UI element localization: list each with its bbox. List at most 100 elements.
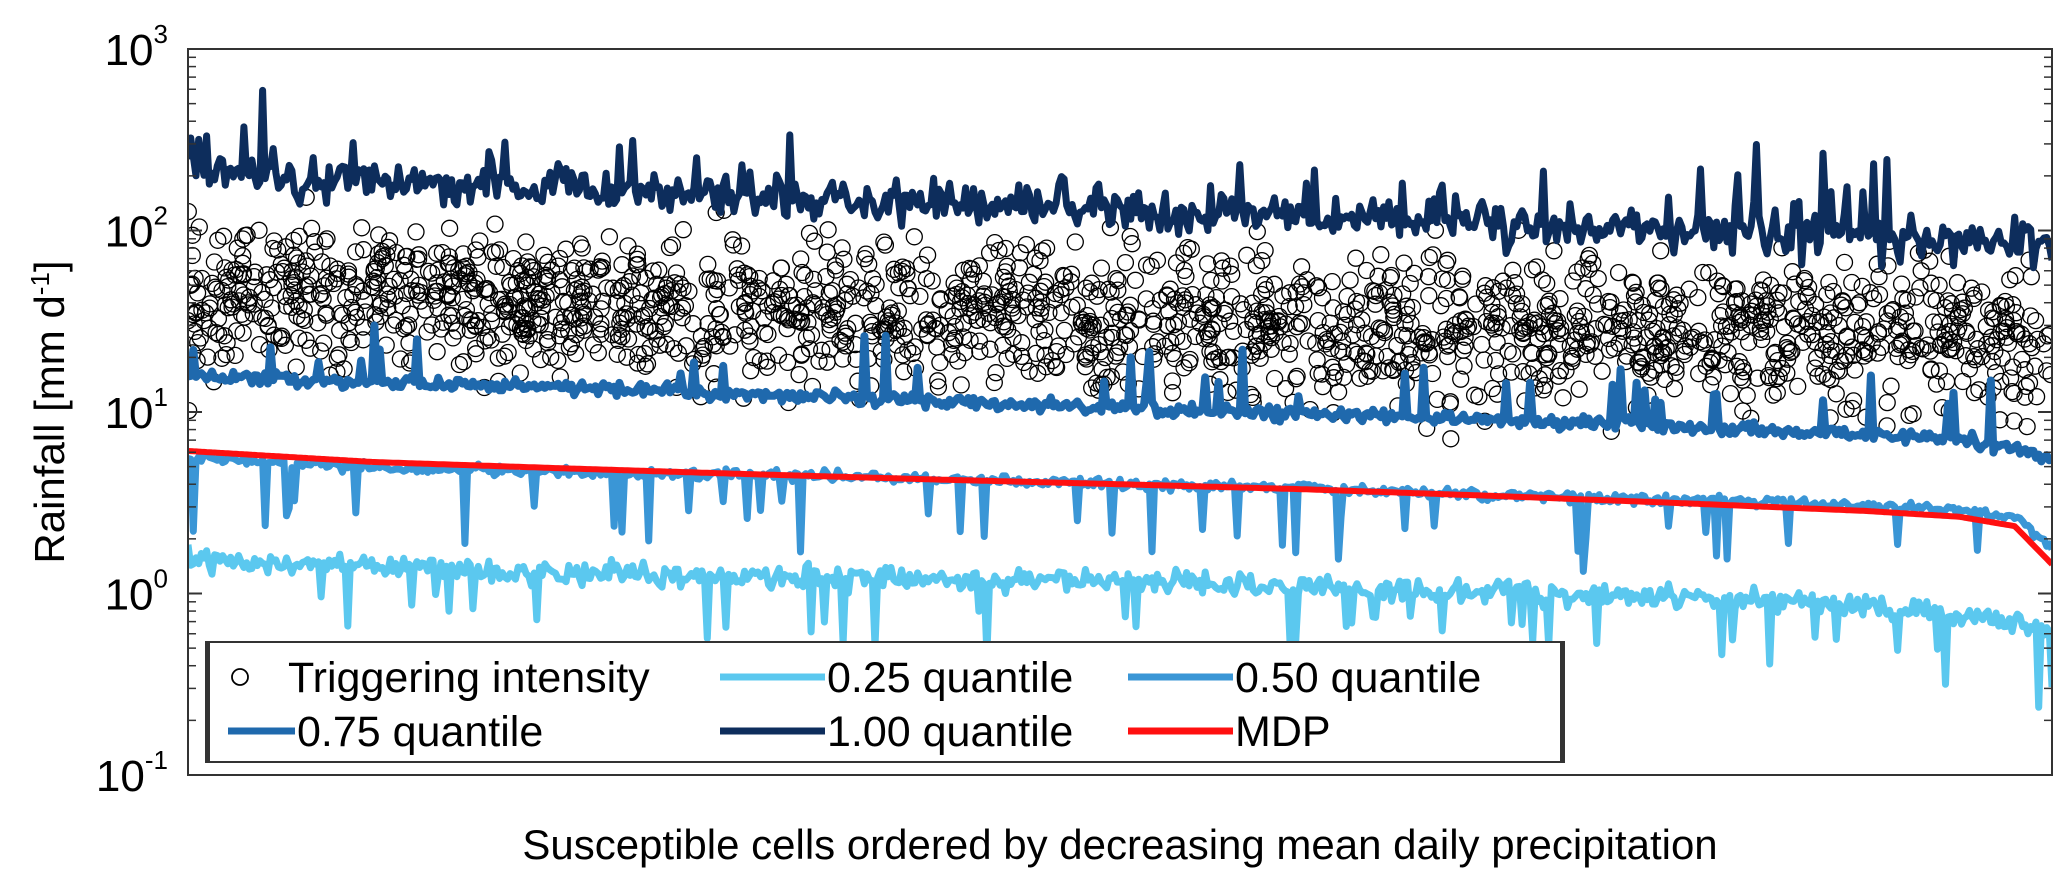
scatter-point (1706, 331, 1724, 349)
scatter-point (1828, 361, 1846, 380)
scatter-point (310, 286, 329, 304)
scatter-point (476, 332, 494, 350)
scatter-point (1965, 289, 1983, 308)
scatter-point (1027, 344, 1045, 363)
scatter-point (1887, 339, 1905, 358)
legend-label-mdp: MDP (1235, 708, 1331, 756)
scatter-point (671, 275, 689, 293)
scatter-point (1292, 258, 1311, 276)
scatter-point (946, 329, 964, 347)
legend-left-edge (206, 642, 210, 762)
scatter-point (1966, 351, 1984, 369)
scatter-point (1869, 325, 1888, 343)
scatter-point (1878, 312, 1897, 330)
scatter-point (895, 363, 913, 381)
scatter-point (1293, 315, 1311, 333)
scatter-point (1313, 289, 1332, 307)
scatter-point (1949, 308, 1967, 327)
scatter-point (1564, 272, 1582, 290)
scatter-point (1660, 316, 1678, 334)
scatter-point (1437, 320, 1455, 338)
scatter-point (365, 260, 383, 279)
scatter-point (486, 215, 504, 233)
scatter-point (188, 322, 204, 341)
scatter-point (946, 317, 964, 336)
scatter-point (1690, 322, 1708, 340)
scatter-point (418, 323, 436, 341)
scatter-point (302, 267, 320, 285)
scatter-point (376, 257, 394, 275)
scatter-point (867, 297, 885, 315)
scatter-point (542, 348, 560, 366)
scatter-point (970, 292, 988, 310)
scatter-point (875, 233, 893, 251)
scatter-point (1646, 337, 1664, 355)
scatter-point (790, 365, 808, 384)
scatter-point (1224, 322, 1243, 340)
scatter-point (1357, 261, 1376, 280)
scatter-point (1843, 273, 1861, 292)
scatter-point (694, 340, 712, 358)
scatter-point (1424, 246, 1442, 264)
scatter-point (1137, 290, 1155, 308)
scatter-point (1735, 362, 1753, 381)
scatter-point (1195, 329, 1213, 348)
scatter-point (1633, 358, 1651, 376)
scatter-point (1446, 316, 1464, 334)
scatter-point (624, 306, 642, 324)
scatter-point (1541, 324, 1559, 342)
scatter-point (1572, 324, 1591, 342)
scatter-point (306, 243, 324, 261)
scatter-point (1733, 292, 1751, 310)
scatter-point (1280, 297, 1298, 316)
scatter-point (1538, 274, 1556, 293)
scatter-point (188, 275, 201, 293)
scatter-point (1385, 305, 1403, 323)
scatter-point (1930, 362, 1949, 380)
scatter-point (899, 279, 917, 298)
scatter-point (708, 280, 726, 299)
scatter-point (1148, 251, 1167, 269)
scatter-point (1078, 350, 1096, 368)
scatter-point (347, 243, 365, 261)
legend-right-edge (1560, 642, 1564, 762)
scatter-point (226, 346, 244, 365)
legend-label-triggering-intensity: Triggering intensity (288, 654, 650, 702)
scatter-point (1535, 346, 1554, 364)
scatter-point (759, 325, 777, 344)
scatter-point (188, 315, 203, 333)
scatter-point (1004, 345, 1023, 364)
scatter-point (188, 276, 200, 294)
scatter-point (1655, 344, 1673, 362)
scatter-point (1487, 314, 1505, 333)
scatter-point (629, 345, 647, 364)
scatter-point (806, 282, 825, 300)
scatter-point (1347, 249, 1365, 267)
scatter-point (974, 287, 993, 305)
scatter-point (1256, 241, 1274, 260)
scatter-point (802, 326, 821, 344)
scatter-point (1806, 333, 1824, 351)
scatter-point (1806, 295, 1825, 314)
scatter-point (1201, 299, 1219, 317)
scatter-point (1295, 295, 1313, 314)
scatter-point (855, 289, 873, 307)
scatter-point (1554, 389, 1572, 407)
scatter-point (756, 324, 774, 342)
scatter-point (2001, 271, 2019, 289)
scatter-point (1633, 296, 1651, 314)
scatter-point (1708, 272, 1727, 290)
scatter-point (732, 237, 751, 255)
scatter-point (592, 325, 610, 343)
scatter-point (1384, 361, 1403, 380)
scatter-point (883, 306, 901, 324)
scatter-point (1645, 338, 1663, 356)
scatter-point (371, 296, 390, 315)
scatter-point (987, 364, 1005, 382)
scatter-point (1194, 305, 1212, 323)
scatter-point (532, 309, 550, 327)
scatter-point (763, 295, 782, 313)
scatter-point (1450, 288, 1468, 306)
scatter-point (1589, 269, 1607, 288)
scatter-point (1366, 295, 1384, 313)
